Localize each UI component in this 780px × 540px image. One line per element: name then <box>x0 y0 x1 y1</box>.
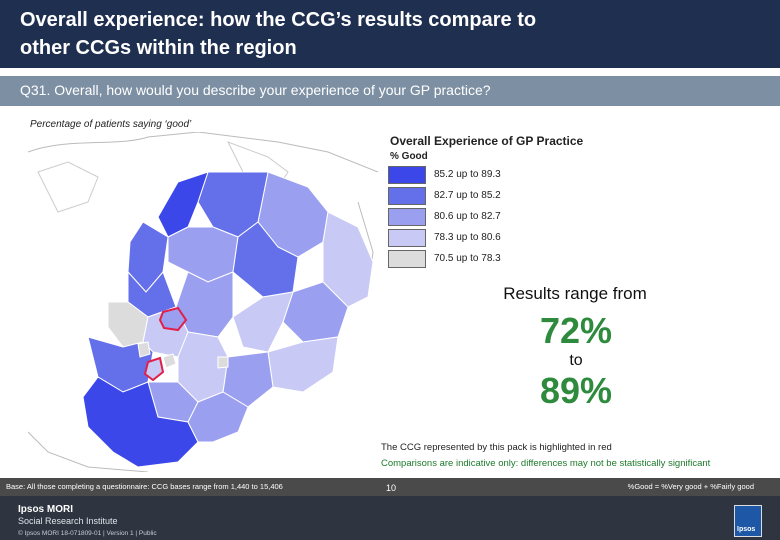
legend-item: 70.5 up to 78.3 <box>388 250 598 268</box>
map-region <box>82 376 199 468</box>
footer-copyright: © Ipsos MORI 18-071809-01 | Version 1 | … <box>18 530 157 537</box>
page-number: 10 <box>385 483 396 493</box>
good-definition: %Good = %Very good + %Fairly good <box>627 482 754 491</box>
results-min: 72% <box>539 310 613 351</box>
ipsos-mori-logo: Ipsos MORI <box>18 504 74 515</box>
legend-item: 82.7 up to 85.2 <box>388 187 598 205</box>
results-range-label: Results range from <box>503 284 647 303</box>
map-subtitle: Percentage of patients saying ‘good’ <box>30 119 192 130</box>
title-line-1: Overall experience: how the CCG’s result… <box>20 9 537 31</box>
legend-swatch <box>388 250 426 268</box>
map-legend: Overall Experience of GP Practice % Good… <box>384 132 604 274</box>
region-map <box>28 132 378 472</box>
legend-swatch <box>388 166 426 184</box>
title-line-2: other CCGs within the region <box>20 37 297 59</box>
highlighted-ccg <box>143 356 165 382</box>
institute-name: Social Research Institute <box>18 516 118 526</box>
legend-label: 70.5 up to 78.3 <box>434 253 501 264</box>
legend-item: 80.6 up to 82.7 <box>388 208 598 226</box>
legend-subtitle: % Good <box>390 151 428 162</box>
legend-label: 80.6 up to 82.7 <box>434 211 501 222</box>
legend-swatch <box>388 187 426 205</box>
legend-title: Overall Experience of GP Practice <box>390 134 584 148</box>
footer-bar <box>0 496 780 540</box>
question-bar <box>0 76 780 106</box>
map-region <box>162 353 177 369</box>
page-title: Overall experience: how the CCG’s result… <box>20 6 720 62</box>
map-region <box>217 356 229 369</box>
map-region <box>187 391 249 443</box>
legend-label: 78.3 up to 80.6 <box>434 232 501 243</box>
legend-swatch <box>388 229 426 247</box>
legend-label: 85.2 up to 89.3 <box>434 169 501 180</box>
corner-logo-text: Ipsos <box>737 526 756 533</box>
map-region <box>137 341 151 358</box>
map-region <box>232 221 299 298</box>
legend-item: 85.2 up to 89.3 <box>388 166 598 184</box>
results-to: to <box>569 352 583 369</box>
highlighted-ccg <box>158 306 188 332</box>
legend-item: 78.3 up to 80.6 <box>388 229 598 247</box>
question-text: Q31. Overall, how would you describe you… <box>20 82 491 98</box>
legend-label: 82.7 up to 85.2 <box>434 190 501 201</box>
base-text: Base: All those completing a questionnai… <box>6 482 283 491</box>
header-bar <box>0 0 780 68</box>
highlight-note: The CCG represented by this pack is high… <box>381 442 612 453</box>
legend-swatch <box>388 208 426 226</box>
ipsos-corner-logo: Ipsos <box>734 505 762 537</box>
base-bar <box>0 478 780 496</box>
map-region <box>322 211 374 308</box>
comparison-note: Comparisons are indicative only: differe… <box>381 458 711 469</box>
results-max: 89% <box>539 370 613 411</box>
